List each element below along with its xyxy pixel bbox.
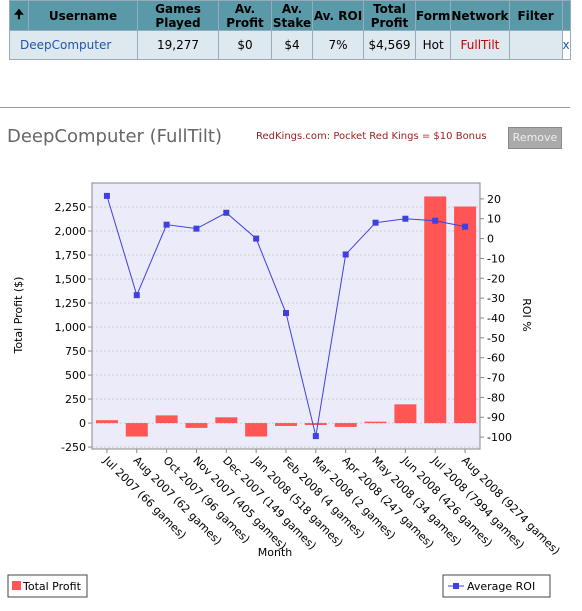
y2-tick-label: -80 [487, 391, 505, 404]
x-axis-title: Month [258, 546, 293, 559]
point [402, 215, 409, 222]
bar [215, 417, 238, 424]
legend-box [7, 574, 88, 598]
header: Form [414, 0, 452, 31]
header: Total Profit [363, 0, 416, 31]
y2-tick-label: 0 [487, 233, 494, 246]
point [432, 217, 439, 224]
filter-cell [508, 30, 563, 60]
cell: Hot [414, 30, 452, 60]
y2-tick-label: -70 [487, 372, 505, 385]
y-tick-label: 1,250 [55, 297, 87, 310]
y-tick-label: 1,000 [55, 321, 87, 334]
y2-tick-label: -30 [487, 292, 505, 305]
legend-label: Average ROI [467, 580, 535, 593]
bar [454, 206, 477, 424]
y-tick-label: 2,250 [55, 201, 87, 214]
bar [364, 421, 387, 424]
player-title: DeepComputer (FullTilt) [7, 126, 222, 147]
y2-tick-label: -90 [487, 411, 505, 424]
cell: 19,277 [137, 30, 219, 60]
point [223, 209, 230, 216]
bar [275, 423, 297, 426]
y-tick-label: 2,000 [55, 225, 87, 238]
bar [304, 423, 327, 425]
separator [0, 107, 570, 108]
y2-tick-label: -100 [487, 431, 512, 444]
point [462, 223, 469, 230]
point [193, 225, 200, 232]
bar [245, 423, 268, 437]
legend-swatch [12, 581, 21, 590]
stats-table: 🠉 Username Games Played Av. Profit Av. S… [9, 0, 571, 60]
bar [334, 423, 357, 427]
point [253, 235, 260, 242]
remove-link[interactable]: x [561, 30, 571, 60]
y-tick-label: 0 [79, 417, 86, 430]
point [133, 292, 140, 299]
bar [424, 196, 447, 424]
y2-tick-label: -20 [487, 272, 505, 285]
legend-swatch [453, 583, 459, 589]
y2-axis-title: ROI % [520, 298, 533, 332]
header: Av. ROI [312, 0, 364, 31]
cell: $0 [218, 30, 272, 60]
y2-tick-label: 20 [487, 193, 501, 206]
remove-button[interactable]: Remove [508, 127, 562, 149]
y2-tick-label: -50 [487, 332, 505, 345]
y-axis-title: Total Profit ($) [12, 277, 25, 355]
y-tick-label: 1,750 [55, 249, 87, 262]
y-tick-label: 750 [65, 345, 86, 358]
point [372, 219, 379, 226]
header: Username [28, 0, 138, 31]
y-tick-label: 1,500 [55, 273, 87, 286]
username[interactable]: DeepComputer [9, 30, 138, 60]
bar [95, 420, 118, 424]
y-tick-label: -250 [61, 441, 86, 454]
y2-tick-label: 10 [487, 213, 501, 226]
cell: 7% [312, 30, 364, 60]
bar [155, 415, 178, 424]
legend-label: Total Profit [22, 580, 82, 593]
y2-tick-label: -60 [487, 352, 505, 365]
point [312, 433, 319, 440]
cell: $4,569 [363, 30, 416, 60]
y2-tick-label: -10 [487, 252, 505, 265]
cell: $4 [271, 30, 313, 60]
promo-link[interactable]: RedKings.com: Pocket Red Kings = $10 Bon… [256, 131, 487, 142]
y-tick-label: 250 [65, 393, 86, 406]
y-tick-label: 500 [65, 369, 86, 382]
point [342, 251, 349, 258]
legend-box [442, 574, 551, 598]
header: Av. Profit [218, 0, 272, 31]
cell: FullTilt [450, 30, 510, 60]
y2-tick-label: -40 [487, 312, 505, 325]
bar [394, 404, 417, 424]
bar [185, 423, 208, 428]
point [103, 192, 110, 199]
point [283, 310, 289, 317]
point [163, 221, 170, 228]
header: Network [450, 0, 510, 31]
bar [125, 423, 148, 437]
